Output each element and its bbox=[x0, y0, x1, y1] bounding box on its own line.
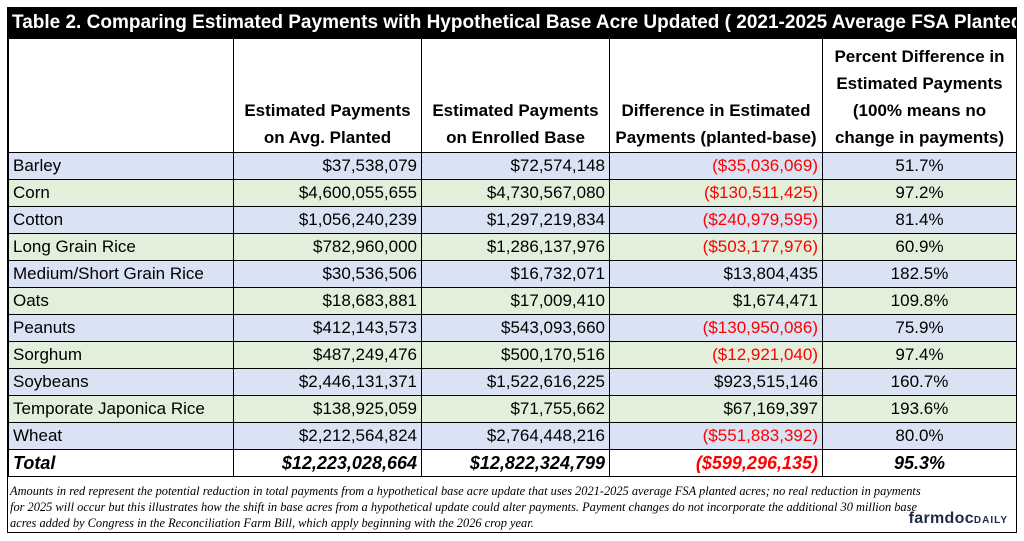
cell-difference: ($240,979,595) bbox=[609, 206, 823, 234]
cell-planted: $138,925,059 bbox=[233, 395, 422, 423]
cell-planted: $2,212,564,824 bbox=[233, 422, 422, 450]
total-row: Total $12,223,028,664 $12,822,324,799 ($599… bbox=[8, 449, 1017, 477]
cell-percent: 81.4% bbox=[822, 206, 1017, 234]
cell-enrolled: $12,822,324,799 bbox=[421, 449, 610, 477]
cell-difference: $1,674,471 bbox=[609, 287, 823, 315]
cell-crop: Barley bbox=[8, 152, 234, 180]
cell-crop: Cotton bbox=[8, 206, 234, 234]
table-row: Temporate Japonica Rice $138,925,059 $71,7… bbox=[8, 395, 1017, 423]
cell-crop: Sorghum bbox=[8, 341, 234, 369]
cell-difference: $13,804,435 bbox=[609, 260, 823, 288]
header-percent: Percent Difference in Estimated Payments… bbox=[822, 38, 1017, 153]
cell-enrolled: $17,009,410 bbox=[421, 287, 610, 315]
cell-planted: $2,446,131,371 bbox=[233, 368, 422, 396]
footnote: Amounts in red represent the potential r… bbox=[10, 484, 921, 530]
table-row: Long Grain Rice $782,960,000 $1,286,137,97… bbox=[8, 233, 1017, 261]
table-row: Oats $18,683,881 $17,009,410 $1,674,471 109.… bbox=[8, 287, 1017, 315]
table-row: Medium/Short Grain Rice $30,536,506 $16,73… bbox=[8, 260, 1017, 288]
cell-percent: 80.0% bbox=[822, 422, 1017, 450]
table-row: Sorghum $487,249,476 $500,170,516 ($12,921,… bbox=[8, 341, 1017, 369]
cell-enrolled: $1,522,616,225 bbox=[421, 368, 610, 396]
table-row: Soybeans $2,446,131,371 $1,522,616,225 $923… bbox=[8, 368, 1017, 396]
cell-planted: $782,960,000 bbox=[233, 233, 422, 261]
cell-enrolled: $4,730,567,080 bbox=[421, 179, 610, 207]
cell-percent: 160.7% bbox=[822, 368, 1017, 396]
table-row: Corn $4,600,055,655 $4,730,567,080 ($130,51… bbox=[8, 179, 1017, 207]
cell-difference: ($130,950,086) bbox=[609, 314, 823, 342]
cell-percent: 97.2% bbox=[822, 179, 1017, 207]
cell-percent: 97.4% bbox=[822, 341, 1017, 369]
table-title: Table 2. Comparing Estimated Payments wi… bbox=[8, 8, 1016, 38]
table-row: Barley $37,538,079 $72,574,148 ($35,036,069… bbox=[8, 152, 1017, 180]
header-enrolled: Estimated Payments on Enrolled Base bbox=[421, 38, 610, 153]
cell-percent: 193.6% bbox=[822, 395, 1017, 423]
cell-difference: ($12,921,040) bbox=[609, 341, 823, 369]
cell-crop: Medium/Short Grain Rice bbox=[8, 260, 234, 288]
payments-table: Estimated Payments on Avg. Planted Estim… bbox=[8, 38, 1017, 477]
cell-planted: $12,223,028,664 bbox=[233, 449, 422, 477]
cell-percent: 95.3% bbox=[822, 449, 1017, 477]
cell-crop: Corn bbox=[8, 179, 234, 207]
cell-planted: $487,249,476 bbox=[233, 341, 422, 369]
table-row: Peanuts $412,143,573 $543,093,660 ($130,950… bbox=[8, 314, 1017, 342]
cell-planted: $37,538,079 bbox=[233, 152, 422, 180]
cell-enrolled: $2,764,448,216 bbox=[421, 422, 610, 450]
header-row: Estimated Payments on Avg. Planted Estim… bbox=[8, 38, 1017, 153]
table-row: Cotton $1,056,240,239 $1,297,219,834 ($240,… bbox=[8, 206, 1017, 234]
table-row: Wheat $2,212,564,824 $2,764,448,216 ($551,8… bbox=[8, 422, 1017, 450]
header-planted: Estimated Payments on Avg. Planted bbox=[233, 38, 422, 153]
cell-planted: $412,143,573 bbox=[233, 314, 422, 342]
cell-enrolled: $1,286,137,976 bbox=[421, 233, 610, 261]
cell-crop: Long Grain Rice bbox=[8, 233, 234, 261]
cell-difference: ($551,883,392) bbox=[609, 422, 823, 450]
header-crop bbox=[8, 38, 234, 153]
cell-crop: Total bbox=[8, 449, 234, 477]
cell-enrolled: $16,732,071 bbox=[421, 260, 610, 288]
cell-difference: ($599,296,135) bbox=[609, 449, 823, 477]
cell-difference: ($35,036,069) bbox=[609, 152, 823, 180]
cell-planted: $4,600,055,655 bbox=[233, 179, 422, 207]
cell-enrolled: $72,574,148 bbox=[421, 152, 610, 180]
cell-crop: Wheat bbox=[8, 422, 234, 450]
cell-enrolled: $500,170,516 bbox=[421, 341, 610, 369]
cell-difference: ($130,511,425) bbox=[609, 179, 823, 207]
logo-text-daily: DAILY bbox=[973, 515, 1008, 526]
cell-planted: $18,683,881 bbox=[233, 287, 422, 315]
cell-difference: $67,169,397 bbox=[609, 395, 823, 423]
header-difference: Difference in Estimated Payments (plante… bbox=[609, 38, 823, 153]
cell-crop: Peanuts bbox=[8, 314, 234, 342]
cell-planted: $1,056,240,239 bbox=[233, 206, 422, 234]
cell-planted: $30,536,506 bbox=[233, 260, 422, 288]
farmdoc-daily-logo: farmdocDAILY bbox=[909, 510, 1008, 528]
table-page: Table 2. Comparing Estimated Payments wi… bbox=[7, 7, 1017, 533]
cell-percent: 51.7% bbox=[822, 152, 1017, 180]
cell-percent: 182.5% bbox=[822, 260, 1017, 288]
logo-text-farmdoc: farmdoc bbox=[908, 510, 974, 527]
cell-enrolled: $71,755,662 bbox=[421, 395, 610, 423]
cell-percent: 109.8% bbox=[822, 287, 1017, 315]
cell-difference: ($503,177,976) bbox=[609, 233, 823, 261]
cell-percent: 60.9% bbox=[822, 233, 1017, 261]
cell-crop: Oats bbox=[8, 287, 234, 315]
cell-enrolled: $1,297,219,834 bbox=[421, 206, 610, 234]
cell-percent: 75.9% bbox=[822, 314, 1017, 342]
cell-difference: $923,515,146 bbox=[609, 368, 823, 396]
cell-enrolled: $543,093,660 bbox=[421, 314, 610, 342]
cell-crop: Temporate Japonica Rice bbox=[8, 395, 234, 423]
cell-crop: Soybeans bbox=[8, 368, 234, 396]
